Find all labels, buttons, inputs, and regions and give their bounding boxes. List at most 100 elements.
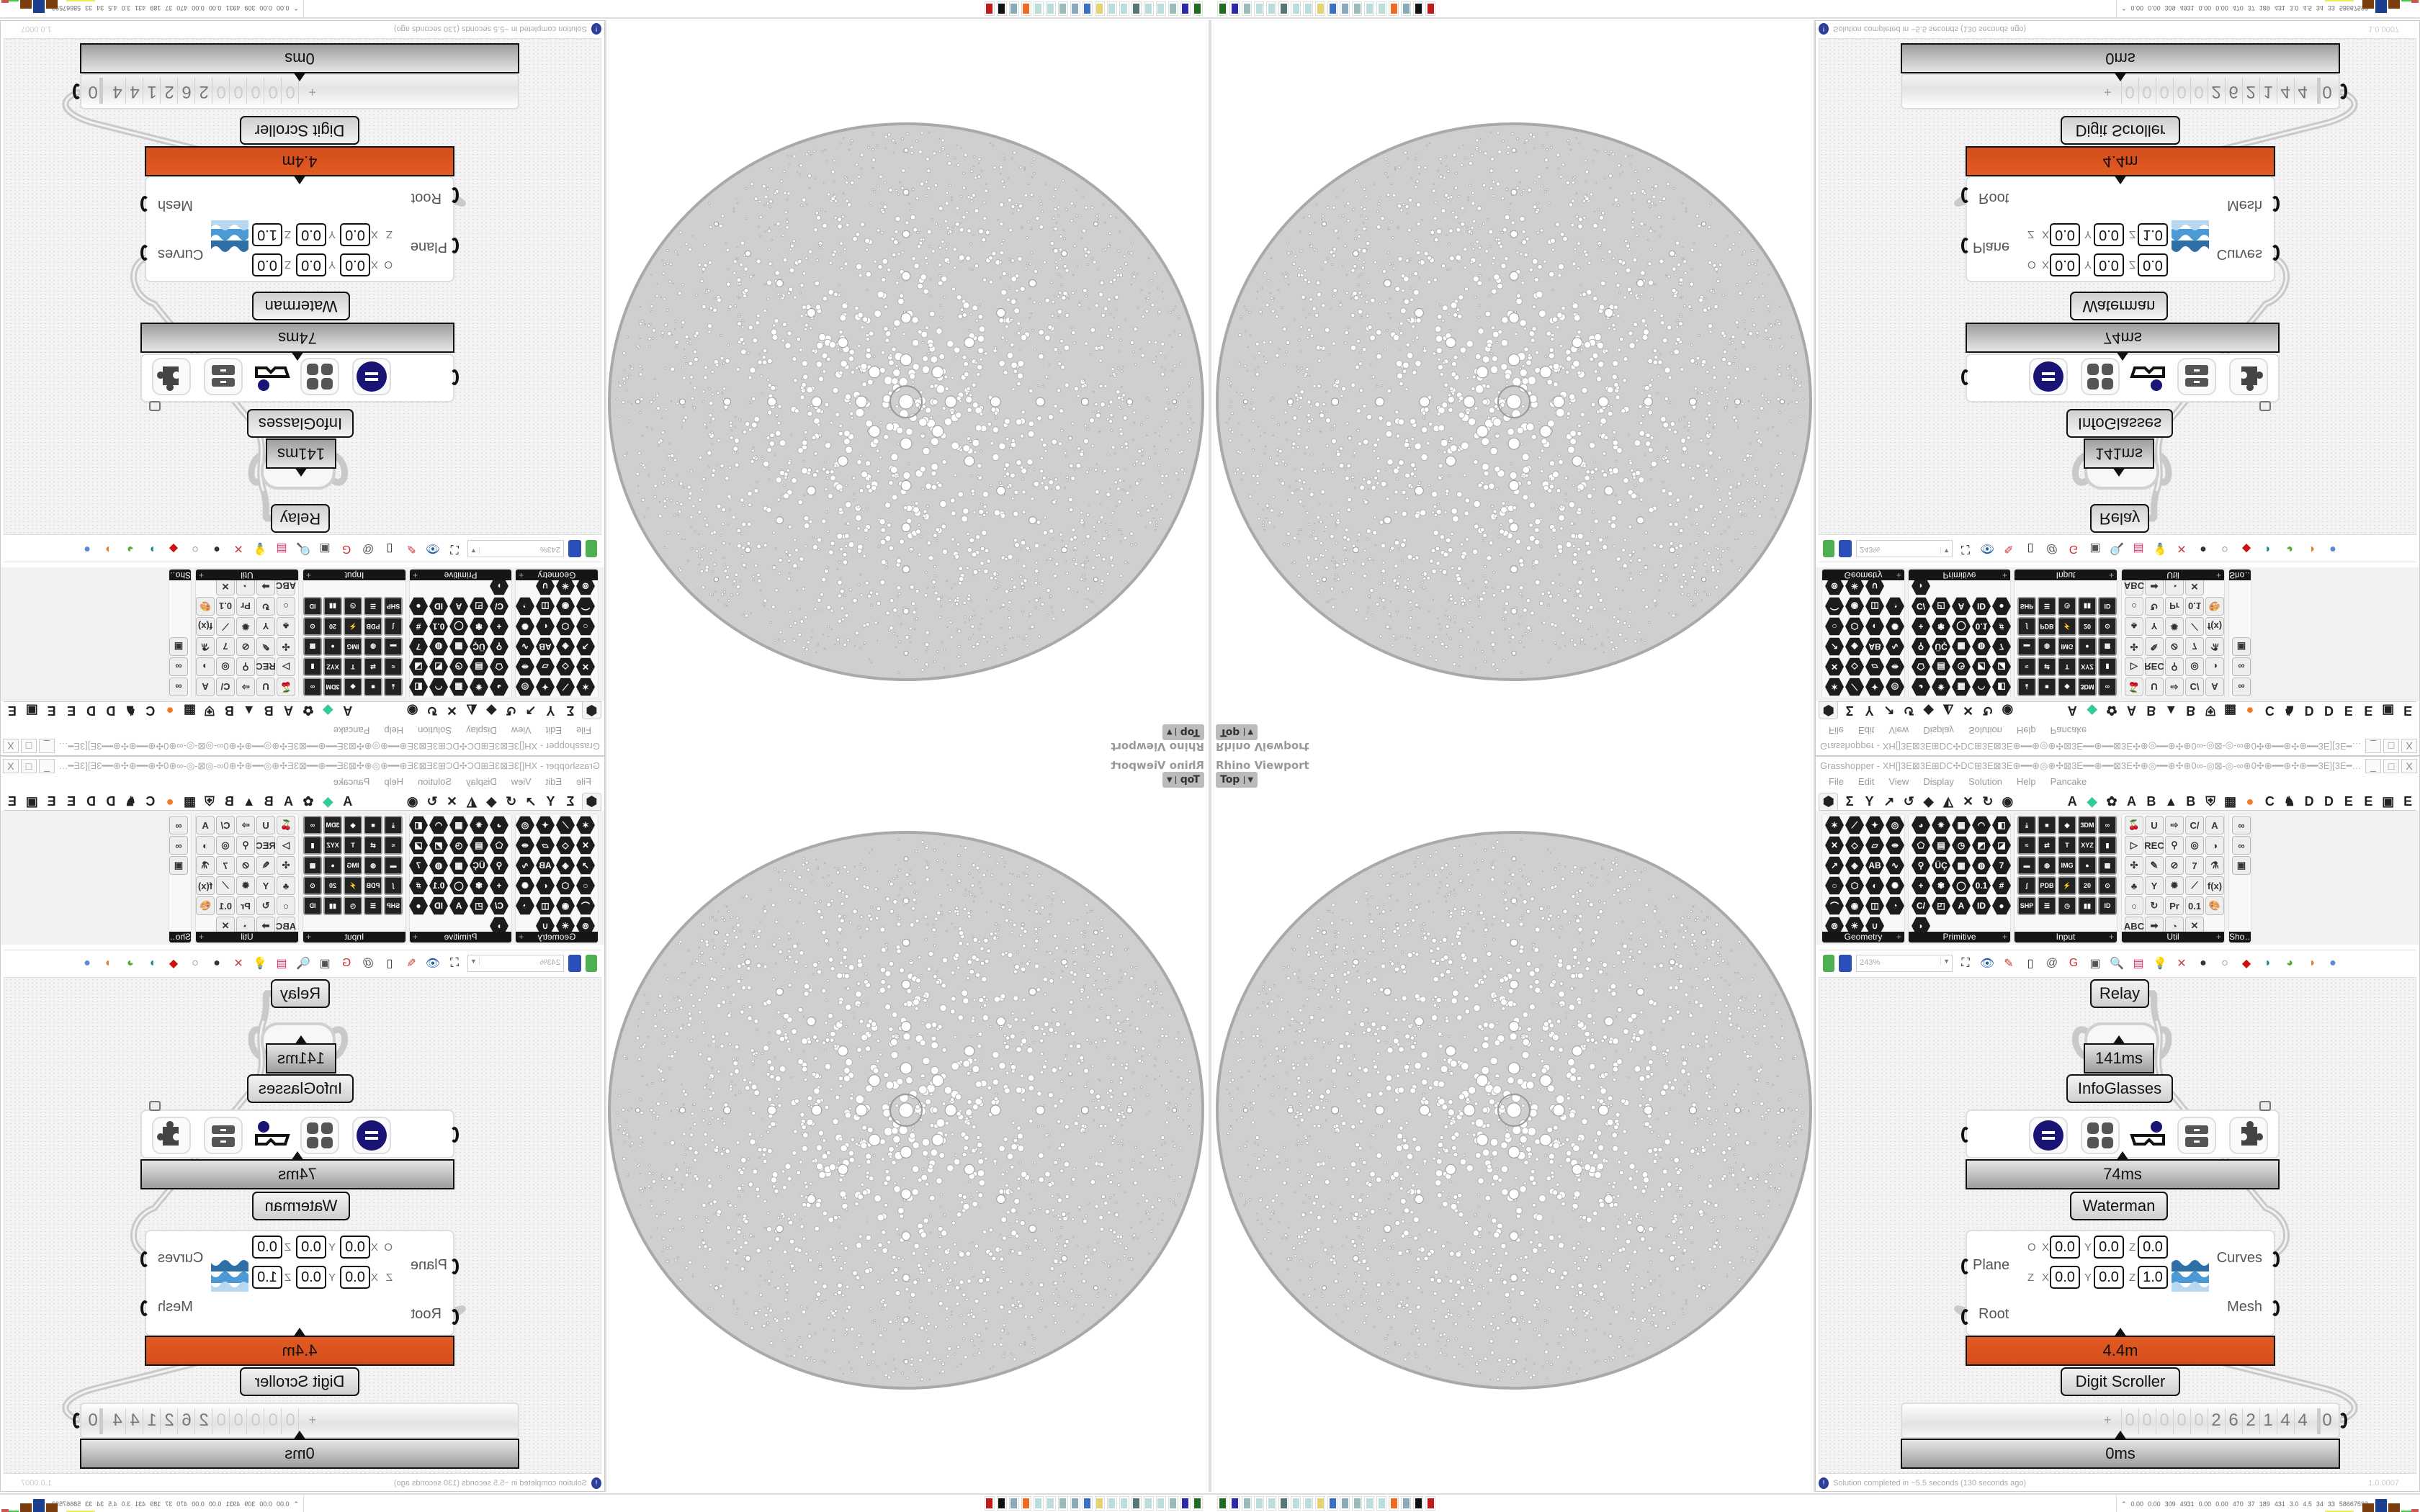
chevron-down-icon[interactable]: ▼ — [470, 547, 480, 555]
plugin-tab[interactable]: ✿ — [2106, 703, 2118, 719]
plugin-tab[interactable]: D — [2324, 703, 2334, 719]
component-icon[interactable]: ◆ — [344, 816, 362, 834]
component-icon[interactable]: C/ — [1912, 896, 1930, 915]
wireframe-icon[interactable]: ○ — [192, 956, 199, 969]
component-icon[interactable]: ▮ — [303, 836, 322, 855]
component-icon[interactable]: ◷ — [449, 836, 468, 855]
preview-eye-icon[interactable]: 👁 — [1979, 957, 1995, 970]
plugin-tab[interactable]: B — [264, 793, 274, 809]
digit-cell[interactable]: 2 — [2242, 1408, 2259, 1434]
component-icon[interactable]: ✷ — [470, 816, 488, 834]
teal-icon[interactable]: ◗ — [2264, 956, 2272, 969]
component-icon[interactable]: ◧ — [1992, 816, 2011, 834]
component-icon[interactable]: ◫ — [536, 597, 555, 616]
component-icon[interactable]: ■ — [2038, 816, 2056, 834]
viewport-view-dropdown[interactable]: Top ▼ — [1216, 724, 1258, 740]
component-icon[interactable]: A — [449, 896, 468, 915]
component-icon[interactable]: 0.1 — [429, 876, 448, 895]
component-icon[interactable]: ◐ — [536, 876, 555, 895]
component-icon[interactable]: ⬠ — [1912, 657, 1930, 676]
component-icon[interactable]: ⇨ — [236, 816, 255, 834]
digit-cell[interactable]: 0 — [2173, 1408, 2190, 1434]
component-icon[interactable]: ▣ — [2232, 637, 2251, 656]
component-icon[interactable]: ▷ — [277, 657, 295, 676]
intersect-icon[interactable]: ✕ — [1962, 793, 1974, 809]
equals-circle-icon[interactable] — [2029, 1117, 2068, 1154]
component-icon[interactable]: ⚡ — [344, 617, 362, 636]
component-icon[interactable]: ↗ — [576, 856, 595, 875]
plane-input-port[interactable] — [1961, 1259, 1970, 1274]
plugin-tab[interactable]: E — [47, 793, 56, 809]
component-icon[interactable]: ÜÇ — [470, 856, 488, 875]
grasshopper-canvas[interactable]: Relay 141ms InfoGlasses 74ms Waterman Pl… — [4, 977, 601, 1474]
component-icon[interactable]: ⟋ — [556, 816, 575, 834]
component-icon[interactable]: ⬡ — [556, 617, 575, 636]
component-icon[interactable]: ▤ — [1932, 657, 1950, 676]
plugin-tab[interactable]: ▣ — [25, 703, 38, 719]
component-icon[interactable]: ◍ — [2038, 637, 2056, 656]
component-icon[interactable]: 20 — [323, 617, 342, 636]
origin-x-field[interactable]: 0.0 — [340, 1236, 370, 1259]
blue-sphere-icon[interactable]: ● — [84, 543, 91, 556]
component-icon[interactable]: ◰ — [470, 597, 488, 616]
red-shaded-icon[interactable]: ◆ — [2241, 957, 2251, 970]
display-eye-icon[interactable]: ◉ — [406, 793, 418, 809]
gha-icon[interactable]: G — [341, 543, 351, 556]
digit-cell[interactable]: 6 — [2225, 78, 2241, 104]
component-icon[interactable]: Pr — [2165, 597, 2184, 616]
red-shaded-icon[interactable]: ◆ — [169, 542, 179, 555]
component-icon[interactable]: ✾ — [470, 617, 488, 636]
digit-cell[interactable]: 0 — [2121, 78, 2138, 104]
component-icon[interactable]: 🍒 — [2125, 678, 2143, 696]
component-icon[interactable]: 3DM — [2078, 816, 2097, 834]
component-icon[interactable]: ■ — [364, 678, 382, 696]
component-icon[interactable]: ✾ — [1932, 876, 1950, 895]
component-icon[interactable]: ◍ — [364, 856, 382, 875]
menu-help[interactable]: Help — [2016, 725, 2036, 736]
component-icon[interactable]: ◍ — [2038, 856, 2056, 875]
plugin-tab[interactable]: A — [343, 703, 353, 719]
chevron-down-icon[interactable]: ▼ — [1940, 957, 1950, 965]
expand-panel-icon[interactable]: + — [2002, 932, 2007, 942]
component-icon[interactable]: REC — [2144, 657, 2164, 676]
digit-cell[interactable]: 6 — [179, 78, 195, 104]
component-icon[interactable]: ⬡ — [1845, 876, 1864, 895]
component-icon[interactable]: ◩ — [1972, 657, 1991, 676]
puzzle-icon[interactable] — [2229, 358, 2268, 395]
sketch-icon[interactable]: ✎ — [2004, 957, 2014, 970]
component-icon[interactable]: ⇄ — [2038, 657, 2056, 676]
menu-help[interactable]: Help — [2016, 776, 2036, 787]
curve-hook-icon[interactable]: ↺ — [1903, 793, 1914, 809]
menu-solution[interactable]: Solution — [418, 776, 452, 787]
component-icon[interactable]: SHP — [2017, 896, 2036, 915]
maximize-button[interactable]: □ — [2383, 759, 2399, 773]
digit-cell[interactable]: 0 — [230, 1408, 247, 1434]
package-icon[interactable]: ▤ — [2133, 542, 2144, 555]
plugin-tab[interactable]: E — [67, 793, 76, 809]
infoglasses-component[interactable] — [140, 1101, 459, 1158]
minimize-button[interactable]: _ — [2365, 739, 2381, 753]
panel-label[interactable]: Geometry + — [516, 570, 598, 580]
origin-y-field[interactable]: 0.0 — [2094, 1236, 2124, 1259]
taskbar-app-icon[interactable] — [1217, 1, 1227, 16]
component-icon[interactable]: ⇄ — [364, 657, 382, 676]
component-icon[interactable]: ⚲ — [1912, 637, 1930, 656]
component-icon[interactable]: ▣ — [169, 856, 188, 875]
component-icon[interactable]: REC — [256, 836, 276, 855]
component-icon[interactable]: A — [1952, 896, 1971, 915]
wireframe-icon[interactable]: ○ — [192, 543, 199, 556]
plugin-tab[interactable]: B — [224, 703, 234, 719]
taskbar-app-icon[interactable] — [1376, 1, 1386, 16]
intersect-icon[interactable]: ✕ — [446, 703, 458, 719]
component-icon[interactable]: ◎ — [516, 678, 534, 696]
component-icon[interactable]: ✦ — [536, 816, 555, 834]
zaxis-x-field[interactable]: 0.0 — [340, 223, 370, 246]
component-icon[interactable]: A — [1952, 597, 1971, 616]
digit-cell[interactable]: 0 — [2190, 1408, 2207, 1434]
component-icon[interactable]: ○ — [576, 617, 595, 636]
component-icon[interactable]: 7 — [1992, 856, 2011, 875]
component-icon[interactable]: ID — [2098, 896, 2117, 915]
digit-cell[interactable]: 1 — [2259, 78, 2276, 104]
component-icon[interactable]: ⤓ — [2017, 678, 2036, 696]
blue-sphere-icon[interactable]: ● — [2329, 956, 2336, 969]
